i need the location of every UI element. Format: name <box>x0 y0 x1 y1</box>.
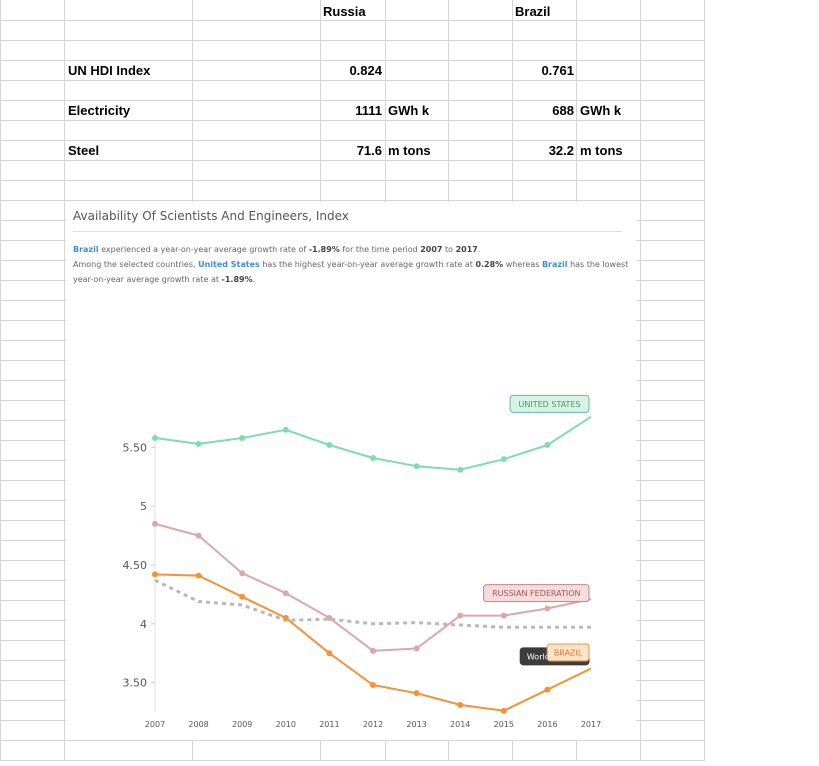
cell-russia-hdi[interactable]: 0.824 <box>349 63 382 78</box>
cell-brazil-electricity-unit[interactable]: GWh k <box>580 103 622 118</box>
row-label-steel[interactable]: Steel <box>68 143 100 158</box>
data-point[interactable] <box>239 593 246 600</box>
cell-brazil-hdi[interactable]: 0.761 <box>541 63 574 78</box>
cell-russia-steel-unit[interactable]: m tons <box>388 143 431 158</box>
data-point[interactable] <box>326 650 333 657</box>
data-point[interactable] <box>544 605 551 612</box>
data-point[interactable] <box>282 614 289 621</box>
data-point[interactable] <box>152 571 158 578</box>
cell-brazil-steel-unit[interactable]: m tons <box>580 143 623 158</box>
data-point[interactable] <box>413 645 420 652</box>
x-tick-label: 2013 <box>406 720 426 729</box>
x-tick-label: 2010 <box>276 720 296 729</box>
x-tick-label: 2009 <box>232 720 252 729</box>
y-tick-label: 3.50 <box>123 677 148 690</box>
data-point[interactable] <box>413 463 420 470</box>
series-label: RUSSIAN FEDERATION <box>492 589 580 598</box>
desc-high-country-link[interactable]: United States <box>198 260 260 269</box>
series-russian-federation[interactable]: RUSSIAN FEDERATION <box>152 520 592 654</box>
desc-low-country-link[interactable]: Brazil <box>541 260 568 269</box>
x-tick-label: 2011 <box>319 720 339 729</box>
chart-title: Availability Of Scientists And Engineers… <box>73 209 349 223</box>
y-tick-label: 4 <box>140 618 147 631</box>
series-line <box>154 415 592 471</box>
data-point[interactable] <box>239 570 246 577</box>
series-label-box <box>483 584 590 603</box>
y-tick-label: 5 <box>140 500 147 513</box>
x-tick-label: 2017 <box>581 720 601 729</box>
header-brazil[interactable]: Brazil <box>515 4 551 19</box>
x-tick-label: 2012 <box>363 720 383 729</box>
data-point[interactable] <box>544 686 551 693</box>
y-tick-label: 5.50 <box>123 441 148 454</box>
x-tick-label: 2015 <box>494 720 514 729</box>
data-point[interactable] <box>370 681 376 688</box>
cell-russia-steel[interactable]: 71.6 <box>356 143 382 158</box>
series-label: UNITED STATES <box>519 400 581 409</box>
data-point[interactable] <box>326 442 333 449</box>
chart-card: Availability Of Scientists And Engineers… <box>66 202 636 740</box>
data-point[interactable] <box>457 466 464 473</box>
x-tick-label: 2008 <box>188 720 208 729</box>
data-point[interactable] <box>500 456 507 463</box>
series-united-states[interactable]: UNITED STATES <box>152 394 592 473</box>
data-point[interactable] <box>500 612 507 619</box>
data-point[interactable] <box>195 572 202 579</box>
data-point[interactable] <box>370 647 376 654</box>
desc-country-link[interactable]: Brazil <box>73 245 99 254</box>
row-label-hdi[interactable]: UN HDI Index <box>68 63 151 78</box>
data-point[interactable] <box>326 614 333 621</box>
series-brazil[interactable]: BRAZIL <box>152 571 592 714</box>
x-tick-label: 2014 <box>450 720 470 729</box>
series-label-box <box>546 643 590 662</box>
data-point[interactable] <box>152 434 158 441</box>
data-point[interactable] <box>457 701 464 708</box>
data-point[interactable] <box>195 532 202 539</box>
series-line <box>154 578 591 629</box>
x-tick-label: 2007 <box>145 720 165 729</box>
data-point[interactable] <box>457 612 464 619</box>
data-point[interactable] <box>152 520 158 527</box>
row-label-electricity[interactable]: Electricity <box>68 103 131 118</box>
series-label: BRAZIL <box>554 648 583 657</box>
data-point[interactable] <box>544 442 551 449</box>
x-tick-label: 2016 <box>537 720 557 729</box>
data-point[interactable] <box>239 434 246 441</box>
header-russia[interactable]: Russia <box>323 4 366 19</box>
chart-description: Brazil experienced a year-on-year averag… <box>73 245 629 284</box>
cell-russia-electricity-unit[interactable]: GWh k <box>388 103 430 118</box>
data-point[interactable] <box>195 440 202 447</box>
cell-russia-electricity[interactable]: 1111 <box>355 103 382 118</box>
data-point[interactable] <box>370 454 376 461</box>
data-point[interactable] <box>413 690 420 697</box>
y-tick-label: 4.50 <box>123 559 148 572</box>
data-point[interactable] <box>500 707 507 714</box>
title-divider <box>73 231 622 232</box>
data-point[interactable] <box>282 426 289 433</box>
cell-brazil-electricity[interactable]: 688 <box>552 103 574 118</box>
cell-brazil-steel[interactable]: 32.2 <box>548 143 574 158</box>
series-label-box <box>509 394 590 413</box>
data-point[interactable] <box>282 590 289 597</box>
line-chart: 3.50 4 4.50 5 5.50 2007 2008 2009 2010 2011 2012 20… <box>123 394 601 729</box>
